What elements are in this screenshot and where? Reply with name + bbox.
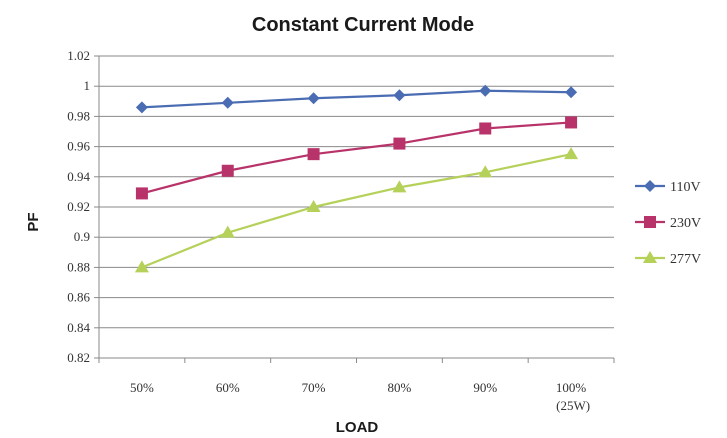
legend-label: 230V: [670, 216, 701, 231]
data-point-230V: [565, 116, 578, 129]
y-tick-label: 0.98: [67, 108, 90, 123]
legend-marker-230V: [644, 216, 656, 228]
x-axis-label: LOAD: [336, 419, 379, 436]
series-line-110V: [141, 89, 572, 109]
data-point-230V: [307, 148, 320, 161]
x-tick-label: 80%: [387, 380, 411, 395]
legend-label: 277V: [670, 252, 701, 267]
data-point-277V: [220, 225, 235, 238]
x-tick-label: 100%: [556, 380, 587, 395]
x-tick-sublabel: (25W): [556, 398, 590, 413]
gridlines: [94, 55, 615, 363]
data-point-277V: [392, 180, 407, 193]
x-tick-label: 50%: [130, 380, 154, 395]
x-tick-label: 60%: [216, 380, 240, 395]
series-line-230V: [141, 121, 572, 195]
y-tick-label: 0.94: [67, 169, 90, 184]
chart-title: Constant Current Mode: [252, 14, 474, 36]
y-tick-label: 0.96: [67, 139, 90, 154]
legend-marker-110V: [644, 180, 656, 192]
data-point-110V: [393, 89, 406, 102]
data-point-277V: [564, 147, 579, 160]
x-tick-label: 90%: [473, 380, 497, 395]
data-point-277V: [306, 200, 321, 212]
legend: 110V 230V 277V: [635, 180, 701, 267]
series-line-277V: [141, 153, 572, 269]
data-point-230V: [135, 187, 148, 200]
data-point-277V: [478, 165, 493, 178]
data-point-230V: [393, 137, 406, 150]
legend-label: 110V: [670, 180, 701, 195]
y-tick-label: 0.9: [74, 229, 90, 244]
y-tick-label: 1.02: [67, 48, 90, 63]
data-point-277V: [134, 260, 149, 273]
series-lines: [134, 84, 579, 273]
y-tick-label: 0.86: [67, 290, 90, 305]
y-tick-label: 0.92: [67, 199, 90, 214]
data-point-230V: [479, 122, 492, 135]
x-tick-labels: 50% 60% 70% 80% 90% 100% (25W): [130, 380, 590, 413]
y-tick-label: 0.88: [67, 259, 90, 274]
y-axis-label: PF: [25, 212, 42, 231]
data-point-110V: [307, 92, 320, 105]
y-tick-label: 1: [84, 78, 91, 93]
data-point-110V: [135, 101, 148, 114]
data-point-230V: [221, 164, 234, 177]
y-tick-label: 0.82: [67, 350, 90, 365]
y-tick-labels: 0.82 0.84 0.86 0.88 0.9 0.92 0.94 0.96 0.98 1 1.02: [67, 48, 90, 365]
data-point-110V: [565, 86, 578, 99]
y-tick-label: 0.84: [67, 320, 90, 335]
data-point-110V: [221, 96, 234, 109]
legend-marker-277V: [643, 251, 657, 263]
data-point-110V: [479, 84, 492, 97]
x-tick-label: 70%: [302, 380, 326, 395]
